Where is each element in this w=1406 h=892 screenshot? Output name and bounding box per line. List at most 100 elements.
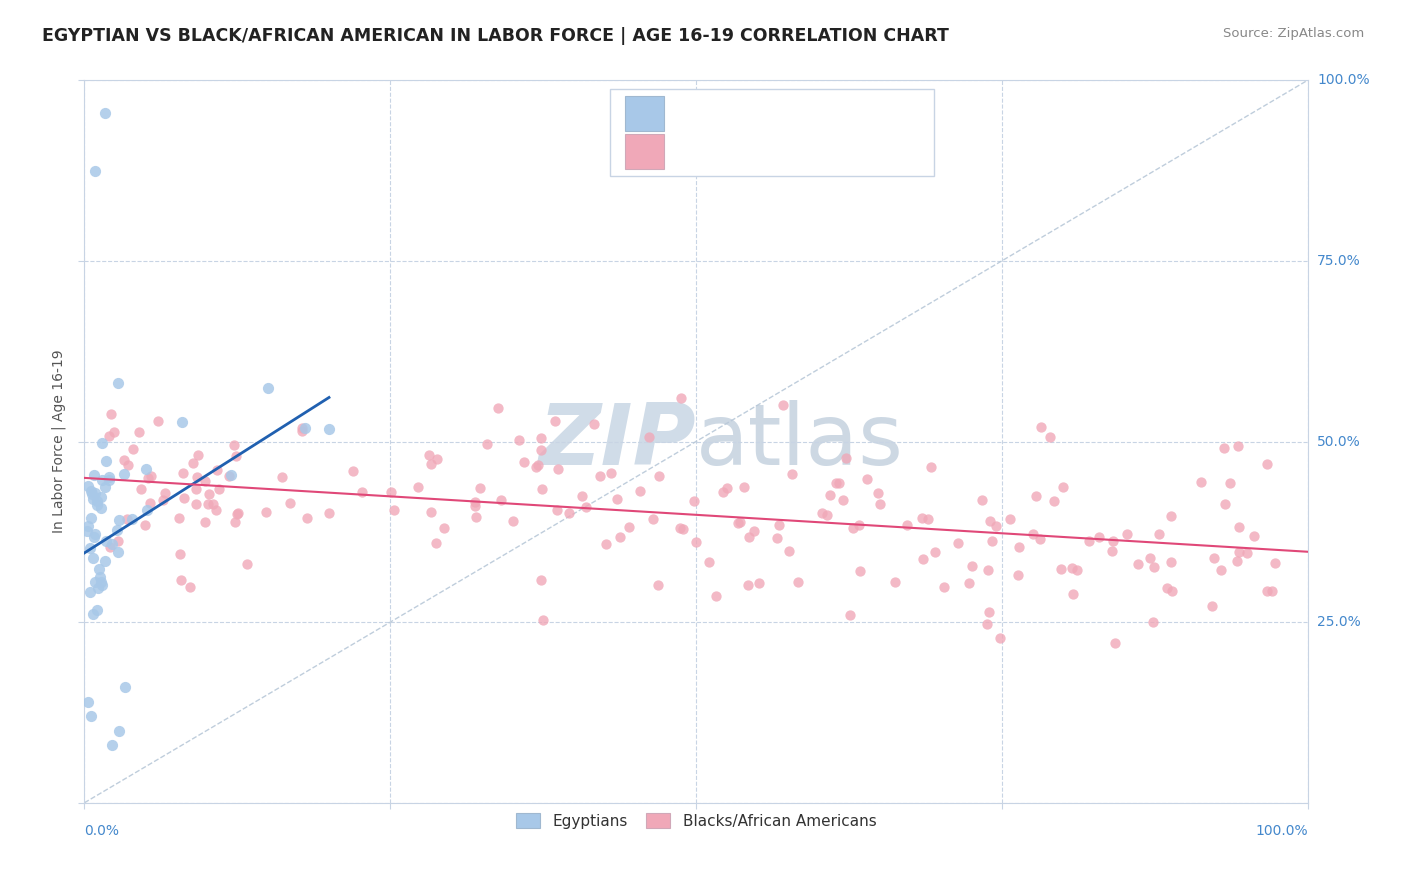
Point [179,580,201,594]
Point [1156,581,1178,595]
Point [318,422,340,436]
Point [527,458,550,473]
Point [848,518,870,533]
Point [135,462,157,476]
Point [76,524,98,538]
Point [86,493,108,508]
Point [544,414,567,428]
Point [271,470,294,484]
Point [291,421,314,435]
Point [1029,533,1052,547]
Point [976,563,998,577]
Point [107,723,129,738]
Point [924,544,946,558]
Point [1039,430,1062,444]
Point [433,521,456,535]
Point [94,105,117,120]
Point [194,516,217,530]
Point [90,574,112,589]
Point [134,517,156,532]
Point [1256,583,1278,598]
Point [571,489,593,503]
Point [1077,533,1099,548]
Point [979,606,1001,620]
Point [318,506,340,520]
Point [737,530,759,544]
Point [733,480,755,494]
Point [90,490,112,504]
Point [1236,546,1258,560]
Point [152,493,174,508]
Point [226,506,249,520]
Point [107,545,129,559]
Point [295,511,318,525]
Point [464,500,486,514]
Point [184,498,207,512]
Point [589,469,612,483]
Point [883,574,905,589]
Point [418,448,440,462]
Point [82,551,104,566]
Point [868,485,890,500]
Point [960,559,983,574]
Point [768,518,790,533]
Point [869,497,891,511]
Point [583,417,606,431]
Text: Source: ZipAtlas.com: Source: ZipAtlas.com [1223,27,1364,40]
Point [489,493,512,508]
Point [609,530,631,544]
Point [716,481,738,495]
Point [617,520,640,534]
Point [172,416,194,430]
Point [112,452,135,467]
Point [94,453,117,467]
Point [219,468,242,483]
Point [1201,599,1223,613]
Point [946,535,969,549]
Point [129,482,152,496]
Point [76,695,98,709]
Point [697,555,720,569]
Point [94,554,117,568]
Point [1007,567,1029,582]
Point [77,478,100,492]
Point [114,680,136,694]
Point [648,469,671,483]
Point [727,516,749,531]
Point [934,580,956,594]
Point [682,494,704,508]
Text: -0.459: -0.459 [723,144,780,159]
Point [748,575,770,590]
Point [475,437,498,451]
Point [1213,497,1236,511]
Point [90,473,112,487]
Point [465,509,488,524]
Point [600,466,623,480]
Point [638,429,661,443]
Point [173,491,195,505]
Text: 55: 55 [831,106,853,120]
Text: 75.0%: 75.0% [1317,254,1361,268]
Point [1008,540,1031,554]
Text: EGYPTIAN VS BLACK/AFRICAN AMERICAN IN LABOR FORCE | AGE 16-19 CORRELATION CHART: EGYPTIAN VS BLACK/AFRICAN AMERICAN IN LA… [42,27,949,45]
Point [121,442,143,456]
Point [139,496,162,510]
Point [786,574,808,589]
Point [80,487,103,501]
Point [1160,555,1182,569]
Point [704,589,727,603]
Point [835,451,858,466]
Point [257,381,280,395]
Point [957,575,980,590]
Point [153,486,176,500]
Point [350,484,373,499]
Point [101,738,124,752]
Point [669,521,692,535]
Point [780,467,803,481]
Point [83,485,105,500]
Point [842,520,865,534]
Text: N=: N= [785,106,823,120]
Point [1160,509,1182,524]
Point [1227,545,1250,559]
Point [117,458,139,472]
